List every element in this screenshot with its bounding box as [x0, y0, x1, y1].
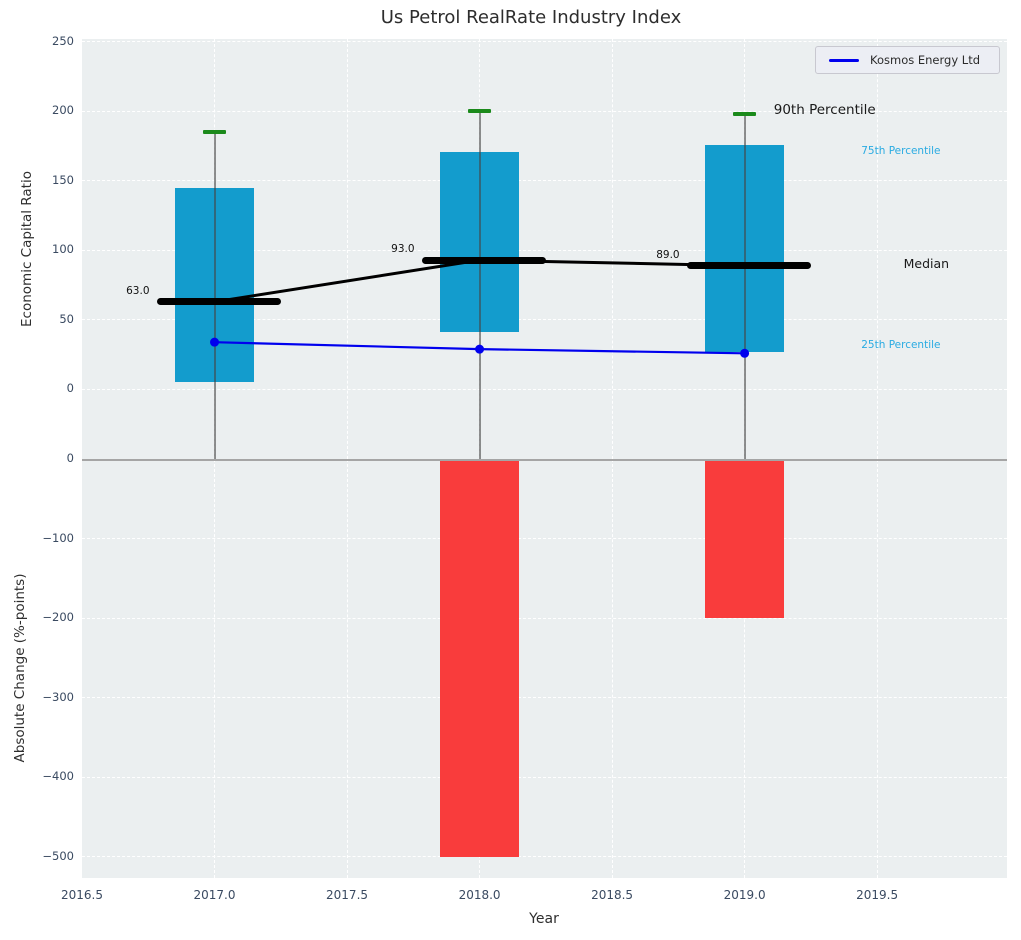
x-axis-label: Year — [529, 911, 559, 927]
kosmos-marker-2018 — [475, 345, 484, 354]
v-gridline — [612, 459, 613, 878]
h-gridline — [82, 856, 1007, 857]
x-tick-2018.0: 2018.0 — [445, 888, 515, 902]
bottom-y-axis-label: Absolute Change (%-points) — [12, 574, 28, 763]
x-tick-2017.5: 2017.5 — [312, 888, 382, 902]
h-gridline — [82, 777, 1007, 778]
annotation-75th-percentile: 75th Percentile — [861, 145, 940, 157]
zero-baseline — [82, 459, 1007, 461]
legend: Kosmos Energy Ltd — [815, 46, 1000, 74]
x-tick-2019.5: 2019.5 — [842, 888, 912, 902]
bottom-axes-absolute-change — [82, 459, 1007, 878]
h-gridline — [82, 618, 1007, 619]
v-gridline — [214, 459, 215, 878]
x-tick-2016.5: 2016.5 — [47, 888, 117, 902]
figure: Us Petrol RealRate Industry Index 63.0 93… — [0, 0, 1021, 940]
top-y-tick-250: 250 — [14, 34, 74, 48]
top-y-tick-0: 0 — [14, 381, 74, 395]
x-tick-2019.0: 2019.0 — [710, 888, 780, 902]
kosmos-marker-2019 — [740, 349, 749, 358]
bottom-y-tick-0: 0 — [14, 451, 74, 465]
top-y-tick-150: 150 — [14, 173, 74, 187]
annotation-25th-percentile: 25th Percentile — [861, 339, 940, 351]
kosmos-marker-2017 — [210, 338, 219, 347]
x-tick-2018.5: 2018.5 — [577, 888, 647, 902]
median-value-label-2019: 89.0 — [630, 249, 680, 261]
x-tick-2017.0: 2017.0 — [180, 888, 250, 902]
median-value-label-2017: 63.0 — [100, 285, 150, 297]
change-bar-2018 — [440, 461, 520, 857]
top-y-tick-200: 200 — [14, 103, 74, 117]
top-axes-economic-capital-ratio: 63.0 93.0 89.0 90th Percentile 75th Percenti… — [82, 39, 1007, 459]
bottom-y-tick-−100: −100 — [14, 531, 74, 545]
top-y-tick-100: 100 — [14, 242, 74, 256]
legend-line-sample-icon — [829, 59, 859, 62]
legend-label: Kosmos Energy Ltd — [870, 53, 980, 67]
bottom-y-tick-−300: −300 — [14, 690, 74, 704]
annotation-median: Median — [904, 256, 949, 271]
v-gridline — [347, 459, 348, 878]
chart-title: Us Petrol RealRate Industry Index — [381, 7, 681, 28]
bottom-y-tick-−200: −200 — [14, 610, 74, 624]
bottom-y-tick-−400: −400 — [14, 769, 74, 783]
bottom-y-tick-−500: −500 — [14, 849, 74, 863]
change-bar-2019 — [705, 461, 785, 618]
median-value-label-2018: 93.0 — [365, 243, 415, 255]
annotation-90th-percentile: 90th Percentile — [774, 102, 876, 118]
v-gridline — [877, 459, 878, 878]
h-gridline — [82, 538, 1007, 539]
top-y-tick-50: 50 — [14, 312, 74, 326]
h-gridline — [82, 697, 1007, 698]
